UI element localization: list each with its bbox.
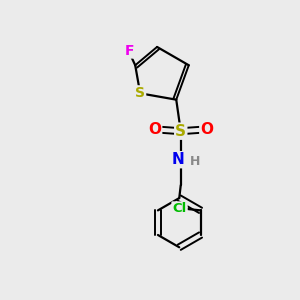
Text: Cl: Cl: [172, 202, 187, 215]
Text: O: O: [148, 122, 161, 137]
Text: S: S: [175, 124, 186, 139]
Text: S: S: [135, 86, 145, 100]
Text: O: O: [200, 122, 213, 137]
Text: N: N: [171, 152, 184, 167]
Text: F: F: [125, 44, 135, 58]
Text: H: H: [190, 155, 201, 168]
